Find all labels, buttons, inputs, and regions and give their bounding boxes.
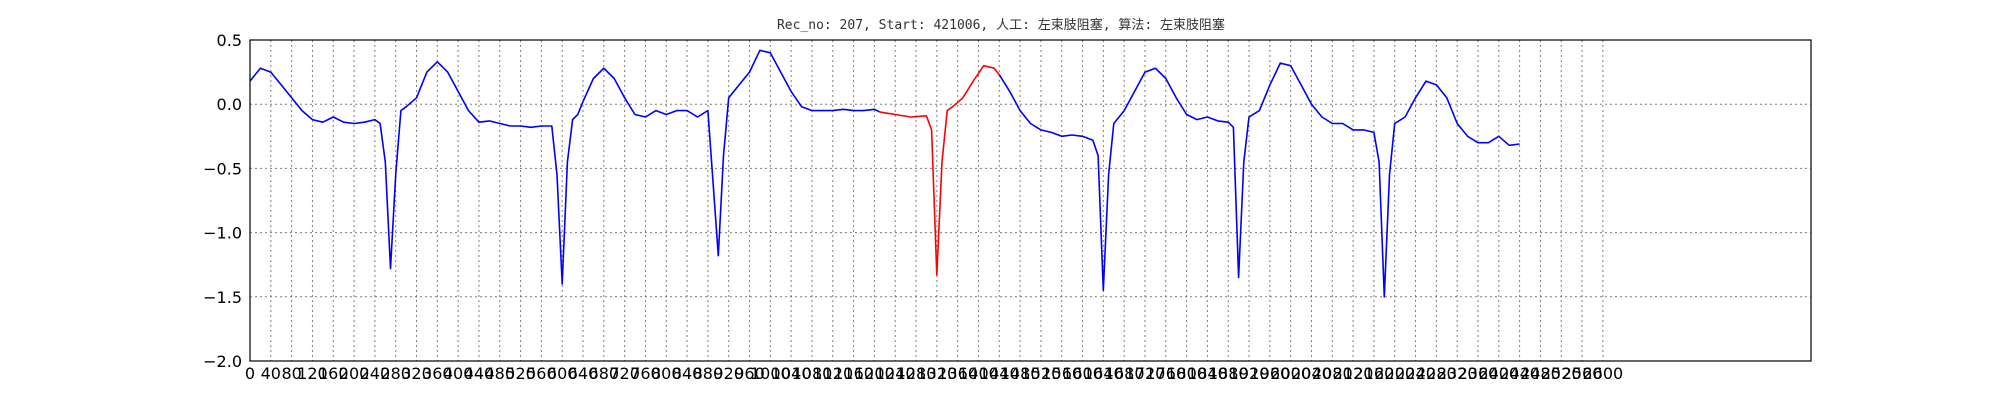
x-tick-label: 2160 (1354, 364, 1395, 383)
x-tick-label: 1520 (1021, 364, 1062, 383)
x-tick-label: 1200 (854, 364, 895, 383)
x-tick-label: 2240 (1395, 364, 1436, 383)
x-tick-label: 360 (422, 364, 453, 383)
x-tick-label: 1960 (1249, 364, 1290, 383)
x-tick-label: 1840 (1187, 364, 1228, 383)
x-tick-label: 400 (443, 364, 474, 383)
y-tick-label: −0.5 (203, 159, 242, 178)
x-tick-label: 1240 (875, 364, 916, 383)
x-tick-label: 2040 (1291, 364, 1332, 383)
x-tick-label: 240 (360, 364, 391, 383)
x-tick-label: 1360 (937, 364, 978, 383)
y-tick-label: −2.0 (203, 352, 242, 371)
x-tick-label: 1480 (1000, 364, 1041, 383)
x-tick-label: 1160 (833, 364, 874, 383)
grid-layer (250, 40, 1811, 361)
x-tick-label: 680 (589, 364, 620, 383)
ecg-series-line-0 (249, 49, 880, 285)
x-tick-label: 520 (505, 364, 536, 383)
x-tick-label: 2000 (1270, 364, 1311, 383)
x-tick-label: 120 (297, 364, 328, 383)
x-tick-label: 1120 (812, 364, 853, 383)
x-tick-label: 2320 (1437, 364, 1478, 383)
x-tick-label: 2120 (1333, 364, 1374, 383)
x-tick-label: 2440 (1499, 364, 1540, 383)
x-tick-label: 2200 (1374, 364, 1415, 383)
x-tick-label: 280 (380, 364, 411, 383)
x-tick-label: 1920 (1229, 364, 1270, 383)
x-tick-label: 840 (672, 364, 703, 383)
x-tick-label: 80 (281, 364, 301, 383)
x-tick-label: 1400 (958, 364, 999, 383)
x-tick-label: 600 (547, 364, 578, 383)
x-tick-label: 480 (484, 364, 515, 383)
x-tick-label: 1600 (1062, 364, 1103, 383)
x-tick-label: 2520 (1541, 364, 1582, 383)
x-tick-label: 2080 (1312, 364, 1353, 383)
chart-title: Rec_no: 207, Start: 421006, 人工: 左束肢阻塞, 算… (777, 17, 1225, 33)
axes-frame (249, 39, 1812, 362)
x-tick-label: 1560 (1041, 364, 1082, 383)
x-tick-label: 920 (713, 364, 744, 383)
x-tick-label: 1280 (896, 364, 937, 383)
x-tick-label: 1080 (792, 364, 833, 383)
x-tick-label: 200 (339, 364, 370, 383)
x-tick-label: 1720 (1125, 364, 1166, 383)
y-tick-label: 0.0 (217, 95, 242, 114)
x-tick-label: 800 (651, 364, 682, 383)
x-tick-label: 640 (568, 364, 599, 383)
y-tick-label: −1.5 (203, 288, 242, 307)
x-tick-label: 560 (526, 364, 557, 383)
x-tick-label: 1760 (1145, 364, 1186, 383)
x-tick-label: 1000 (750, 364, 791, 383)
x-tick-label: 1880 (1208, 364, 1249, 383)
x-tick-label: 40 (261, 364, 281, 383)
x-tick-label: 2400 (1478, 364, 1519, 383)
x-tick-label: 720 (609, 364, 640, 383)
x-tick-label: 1800 (1166, 364, 1207, 383)
ecg-series-line-1 (879, 64, 1000, 276)
x-tick-label: 1640 (1083, 364, 1124, 383)
x-tick-label: 2600 (1583, 364, 1624, 383)
x-tick-label: 440 (464, 364, 495, 383)
x-tick-label: 1040 (771, 364, 812, 383)
x-tick-label: 1680 (1104, 364, 1145, 383)
x-tick-label: 2480 (1520, 364, 1561, 383)
ecg-series-line-2 (998, 62, 1520, 298)
x-tick-label: 2280 (1416, 364, 1457, 383)
x-tick-label: 1320 (916, 364, 957, 383)
y-tick-label: 0.5 (217, 31, 242, 50)
x-tick-label: 2560 (1562, 364, 1603, 383)
x-tick-label: 2360 (1458, 364, 1499, 383)
x-tick-label: 960 (734, 364, 765, 383)
x-tick-label: 760 (630, 364, 661, 383)
y-tick-labels: 0.5 0.0 −0.5 −1.0 −1.5 −2.0 (203, 31, 242, 371)
x-tick-label: 160 (318, 364, 349, 383)
x-tick-label: 0 (245, 364, 255, 383)
y-tick-label: −1.0 (203, 224, 242, 243)
x-tick-label: 1440 (979, 364, 1020, 383)
series-layer (249, 49, 1520, 298)
x-tick-labels: 0 40 8012016020024028032036040044048052056… (245, 364, 1623, 383)
x-tick-label: 880 (693, 364, 724, 383)
x-tick-label: 320 (401, 364, 432, 383)
